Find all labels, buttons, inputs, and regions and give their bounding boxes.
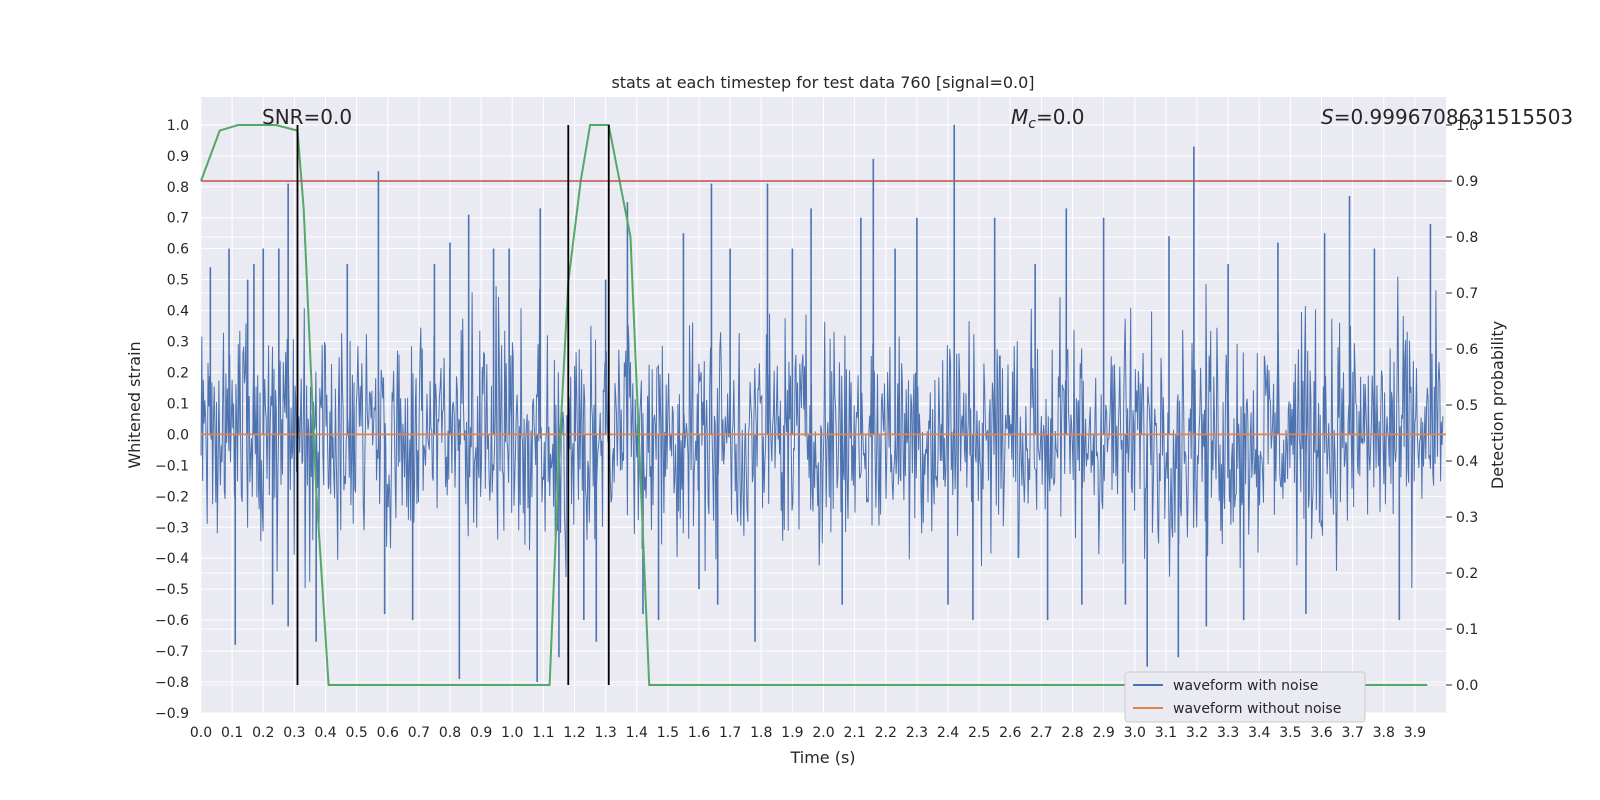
y2-tick-label: 0.0 — [1456, 678, 1478, 694]
noise-waveform-line — [200, 276, 1444, 589]
y2-tick-label: 0.5 — [1456, 398, 1478, 414]
mc-annotation: Mc=0.0 — [1011, 105, 1085, 132]
x-tick-label: 3.2 — [1186, 725, 1208, 741]
x-tick-label: 2.8 — [1061, 725, 1083, 741]
x-tick-label: 0.9 — [470, 725, 492, 741]
y2-tick-label: 1.0 — [1456, 118, 1478, 134]
y-tick-label: −0.8 — [155, 675, 189, 691]
x-axis-label: Time (s) — [789, 748, 855, 767]
x-tick-label: 3.9 — [1404, 725, 1426, 741]
y-tick-label: 0.5 — [167, 273, 189, 289]
y2-tick-label: 0.7 — [1456, 286, 1478, 302]
x-tick-label: 2.3 — [906, 725, 928, 741]
y2-axis-label: Detection probability — [1488, 321, 1507, 489]
x-tick-label: 3.8 — [1373, 725, 1395, 741]
x-tick-label: 2.0 — [812, 725, 834, 741]
event-vlines — [296, 125, 610, 685]
x-tick-label: 3.7 — [1341, 725, 1363, 741]
x-tick-label: 1.2 — [563, 725, 585, 741]
y-tick-label: −0.1 — [155, 458, 189, 474]
x-tick-label: 1.9 — [781, 725, 803, 741]
waveform-with-noise-series — [200, 124, 1444, 683]
legend-label-noise: waveform with noise — [1173, 678, 1318, 694]
legend-label-clean: waveform without noise — [1173, 701, 1341, 717]
legend-box — [1124, 671, 1366, 723]
s-annotation: S=0.9996708631515503 — [1321, 105, 1573, 129]
x-tick-label: 3.1 — [1155, 725, 1177, 741]
y2-tick-label: 0.8 — [1456, 230, 1478, 246]
x-tick-label: 0.0 — [190, 725, 212, 741]
y2-tick-label: 0.9 — [1456, 174, 1478, 190]
x-tick-label: 0.2 — [252, 725, 274, 741]
y-tick-label: −0.9 — [155, 706, 189, 722]
x-tick-label: 2.1 — [843, 725, 865, 741]
y-tick-label: 0.6 — [167, 242, 189, 258]
x-tick-label: 1.6 — [688, 725, 710, 741]
x-tick-label: 2.7 — [1030, 725, 1052, 741]
x-tick-label: 1.4 — [626, 725, 648, 741]
y-tick-label: 0.3 — [167, 335, 189, 351]
x-tick-label: 3.0 — [1124, 725, 1146, 741]
legend: waveform with noise waveform without noi… — [1124, 671, 1366, 723]
x-tick-label: 2.5 — [968, 725, 990, 741]
x-tick-label: 3.4 — [1248, 725, 1270, 741]
y2-tick-label: 0.4 — [1456, 454, 1478, 470]
snr-annotation: SNR=0.0 — [262, 105, 352, 129]
y2-tick-label: 0.1 — [1456, 622, 1478, 638]
y-tick-label: 0.8 — [167, 180, 189, 196]
y2-axis-ticks: 1.0 0.9 0.8 0.7 0.6 0.5 0.4 0.3 0.2 0.1 0.0 — [1446, 118, 1478, 694]
x-tick-label: 3.6 — [1310, 725, 1332, 741]
y-tick-label: −0.2 — [155, 489, 189, 505]
x-tick-label: 0.7 — [408, 725, 430, 741]
y-tick-label: 0.4 — [167, 304, 189, 320]
x-axis-ticks: 0.0 0.1 0.2 0.3 0.4 0.5 0.6 0.7 0.8 0.9 1.0 1.1 1.2 1… — [190, 725, 1426, 741]
y2-tick-label: 0.3 — [1456, 510, 1478, 526]
y-axis-label: Whitened strain — [125, 341, 144, 468]
x-tick-label: 1.1 — [532, 725, 554, 741]
y-tick-label: 0.2 — [167, 365, 189, 381]
y-tick-label: −0.7 — [155, 644, 189, 660]
y2-tick-label: 0.2 — [1456, 566, 1478, 582]
x-tick-label: 0.3 — [283, 725, 305, 741]
y-tick-label: −0.3 — [155, 520, 189, 536]
probability-line — [200, 124, 1428, 686]
x-tick-label: 3.5 — [1279, 725, 1301, 741]
x-tick-label: 0.4 — [314, 725, 336, 741]
y-tick-label: 0.0 — [167, 427, 189, 443]
x-tick-label: 0.6 — [377, 725, 399, 741]
x-tick-label: 1.8 — [750, 725, 772, 741]
y-tick-label: 0.7 — [167, 211, 189, 227]
x-tick-label: 1.3 — [594, 725, 616, 741]
x-tick-label: 2.6 — [999, 725, 1021, 741]
y2-tick-label: 0.6 — [1456, 342, 1478, 358]
y-tick-label: −0.5 — [155, 582, 189, 598]
y-tick-label: 0.9 — [167, 149, 189, 165]
y-axis-ticks: 1.0 0.9 0.8 0.7 0.6 0.5 0.4 0.3 0.2 0.1 0.0 −0.1 −0.… — [155, 118, 189, 722]
x-tick-label: 2.2 — [875, 725, 897, 741]
grid — [200, 97, 1446, 714]
detection-probability-series — [200, 124, 1428, 686]
x-tick-label: 3.3 — [1217, 725, 1239, 741]
y-tick-label: −0.4 — [155, 551, 189, 567]
x-tick-label: 1.7 — [719, 725, 741, 741]
x-tick-label: 0.5 — [345, 725, 367, 741]
y-tick-label: −0.6 — [155, 613, 189, 629]
x-tick-label: 1.0 — [501, 725, 523, 741]
x-tick-label: 0.1 — [221, 725, 243, 741]
x-tick-label: 2.9 — [1092, 725, 1114, 741]
x-tick-label: 0.8 — [439, 725, 461, 741]
x-tick-label: 1.5 — [657, 725, 679, 741]
chart-title: stats at each timestep for test data 760… — [611, 73, 1034, 92]
x-tick-label: 2.4 — [937, 725, 959, 741]
y-tick-label: 0.1 — [167, 396, 189, 412]
y-tick-label: 1.0 — [167, 118, 189, 134]
